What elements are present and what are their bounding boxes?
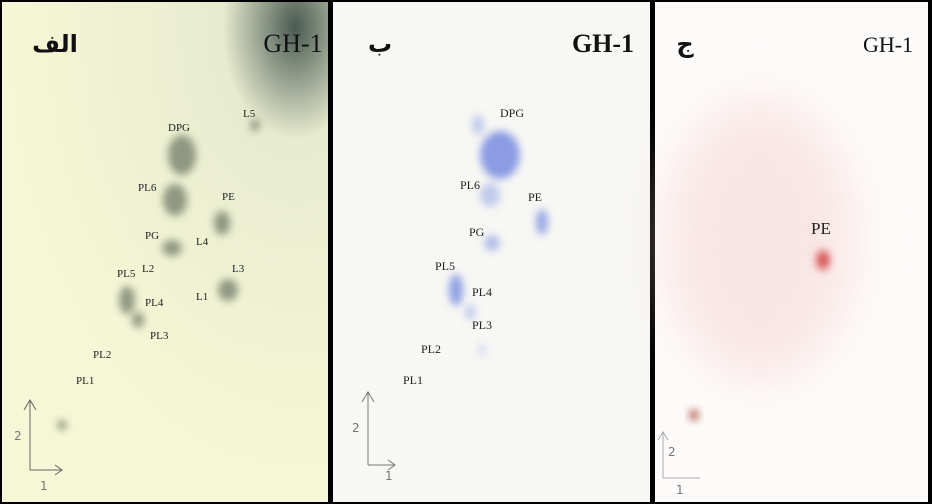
direction-arrows [657,431,700,479]
spot-label: PL6 [138,182,157,194]
spot-label: PL5 [117,268,136,280]
panel-title: GH-1 [263,29,322,58]
spot-label: PL4 [472,285,492,299]
direction-arrows [361,391,396,471]
spot-label: PL1 [403,373,423,387]
spot-label: PL3 [150,330,169,342]
spot-label: PE [811,219,831,238]
spot [689,409,699,421]
spot-label: PG [469,225,485,239]
spot [816,250,830,270]
spot-label: L5 [243,108,256,120]
axis-digit: 2 [352,421,360,435]
spot-label: DPG [500,106,524,120]
spot-label: PL6 [460,178,480,192]
spot-label: PG [145,230,159,242]
spot-label: PL5 [435,259,455,273]
spot-label: L1 [196,291,208,303]
spot-label: PL2 [93,349,111,361]
spot-label: PE [528,190,542,204]
panel-c: ج GH-1 PE 2 1 [655,2,928,502]
spot-label: PL1 [76,375,94,387]
panel-letter: الف [32,30,78,58]
direction-arrows [23,399,63,476]
panel-b: ب GH-1 DPG PL6 PE PG PL5 PL4 PL3 PL2 PL1… [333,2,650,502]
plate [333,2,650,502]
spot-label: L3 [232,263,245,275]
spot-label: L2 [142,263,154,275]
panel-letter: ج [676,30,694,58]
spot-label: L4 [196,236,209,248]
spots [449,115,548,355]
smear [665,100,855,380]
spot-label: DPG [168,122,190,134]
spots [57,119,260,430]
panel-title: GH-1 [863,32,913,57]
spot-label: PL3 [472,318,492,332]
axis-digit: 2 [668,445,676,459]
axis-digit: 2 [14,429,22,443]
panel-title: GH-1 [572,29,634,58]
axis-digit: 1 [40,479,48,493]
spot-label: PL2 [421,342,441,356]
axis-digit: 1 [676,483,684,497]
spot-label: PE [222,191,235,203]
axis-digit: 1 [385,469,393,483]
spot-label: PL4 [145,297,164,309]
panel-a: الف GH-1 L5 DPG PL6 PE PG L4 L2 L3 PL5 P… [2,2,328,502]
panel-letter: ب [368,30,392,58]
